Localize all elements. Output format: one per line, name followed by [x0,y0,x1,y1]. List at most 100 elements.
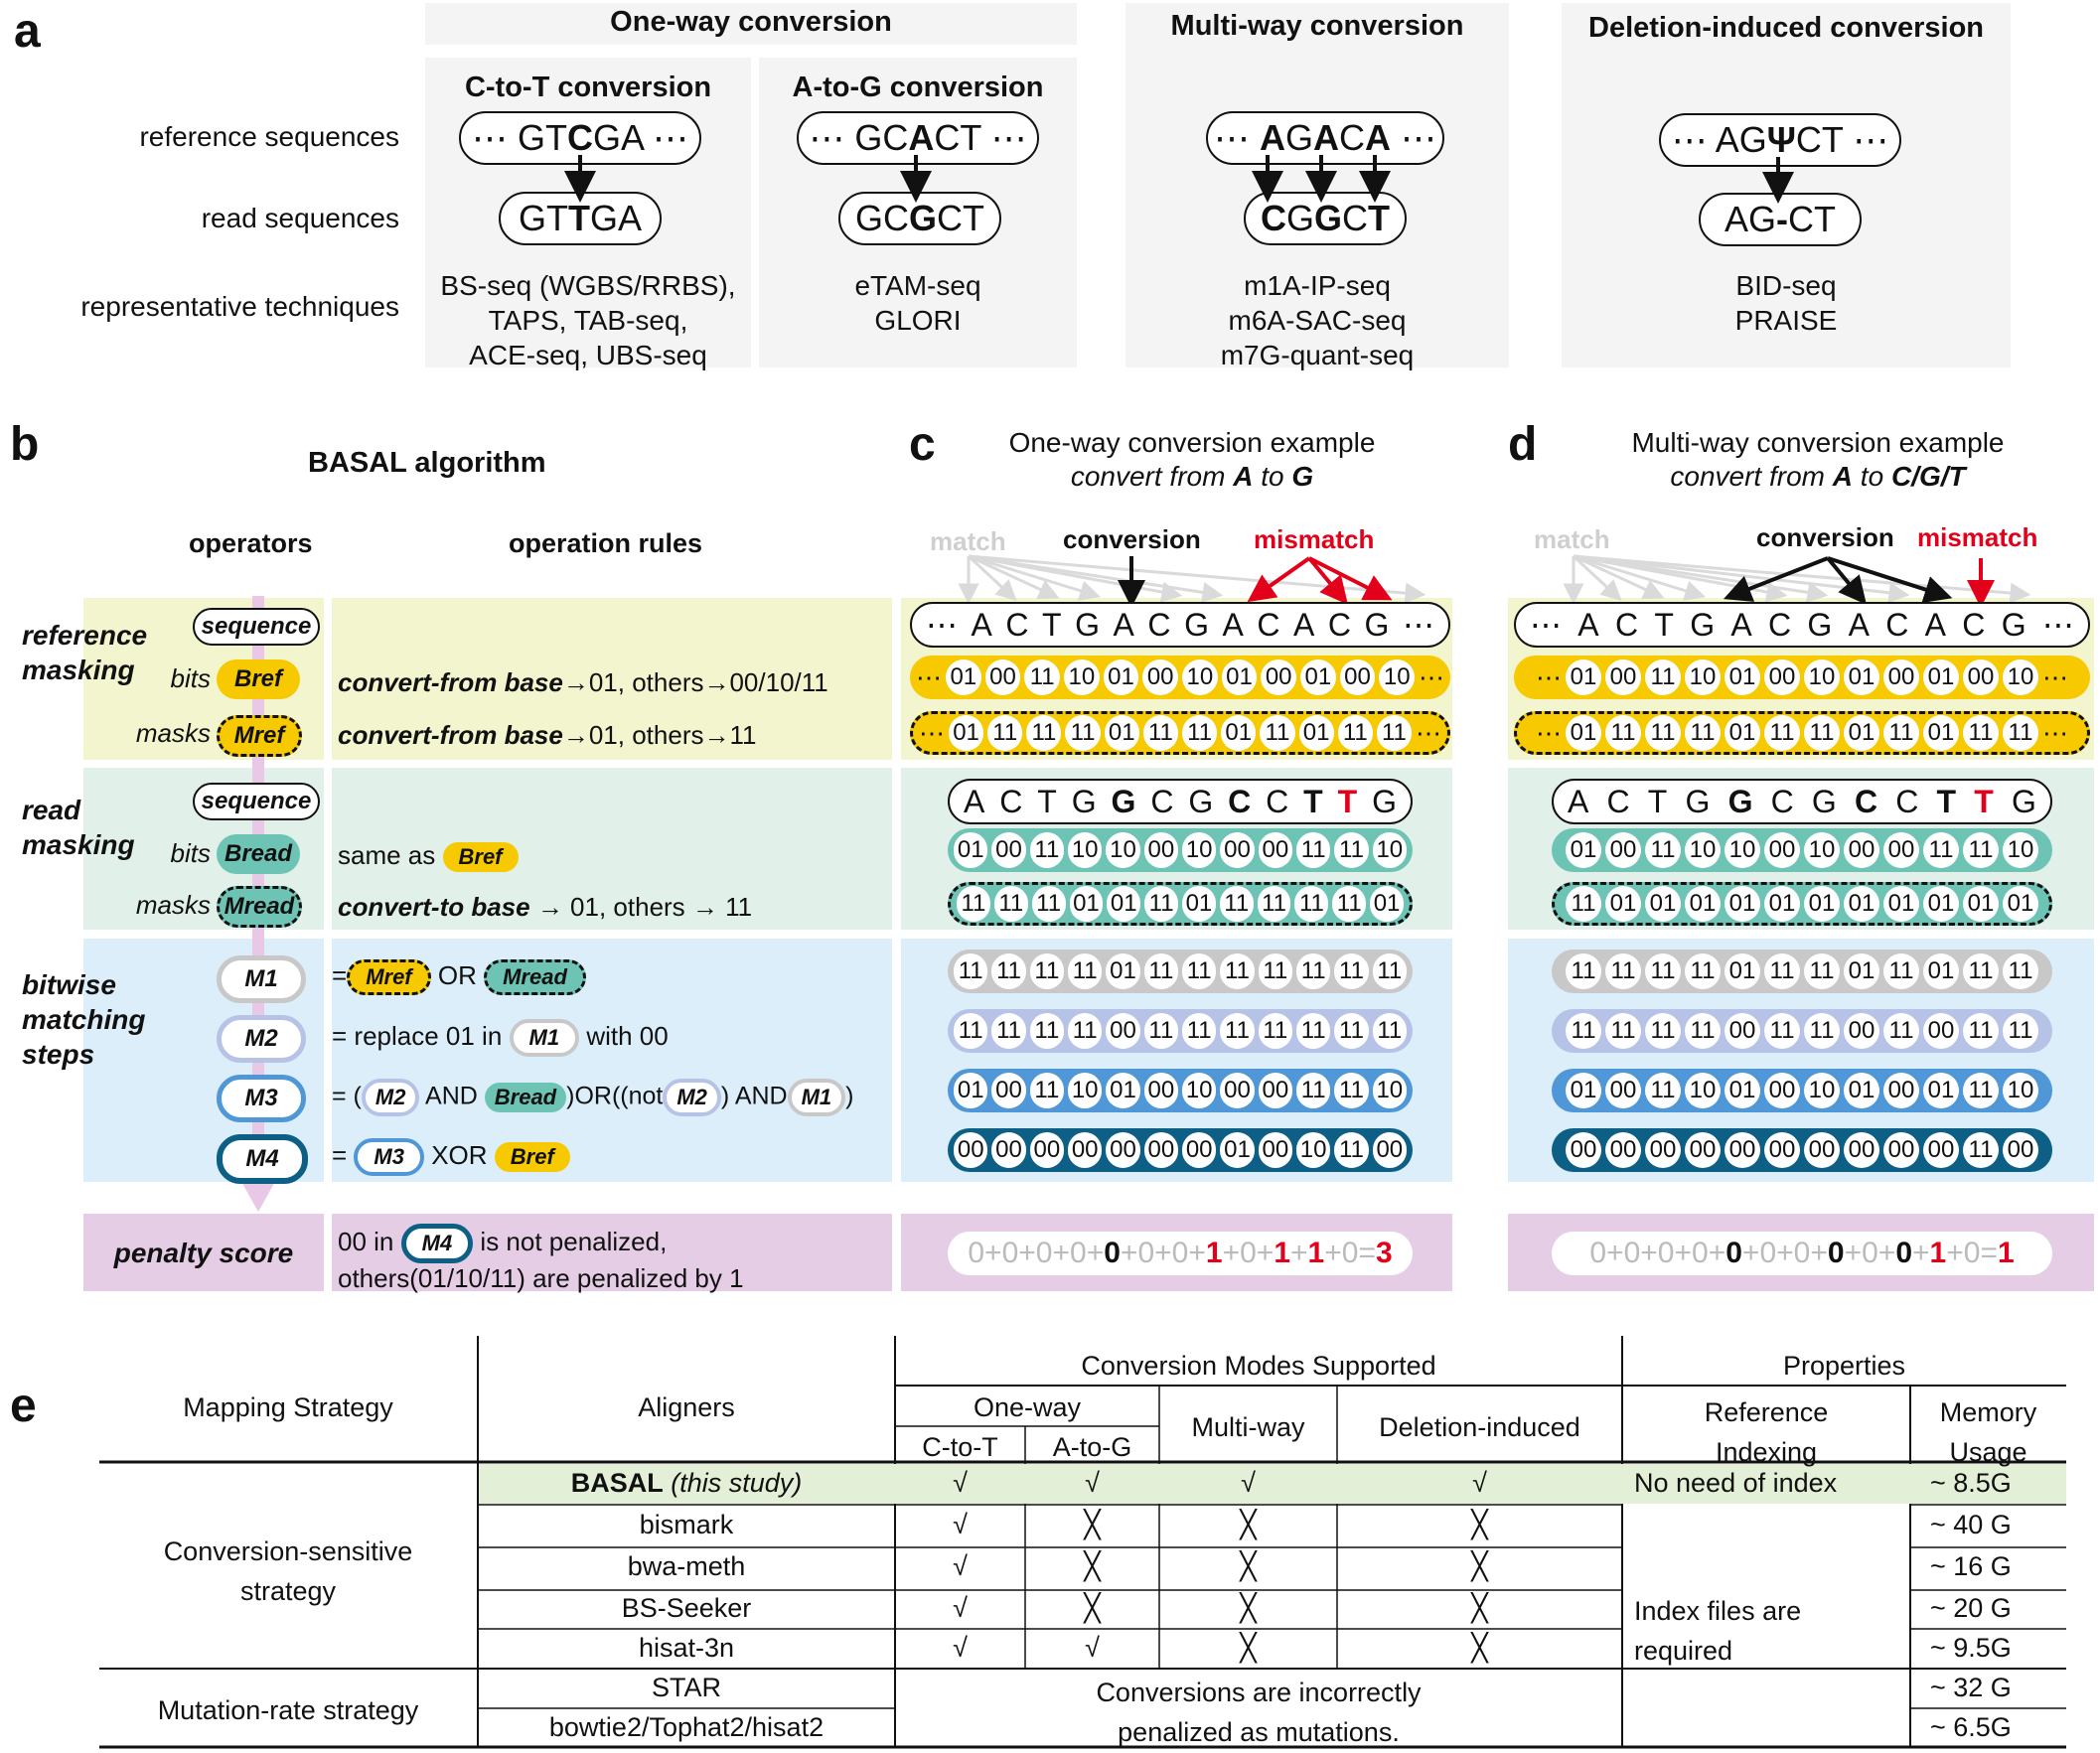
bit-cell: 11 [1605,715,1641,751]
base-letter: C [999,783,1023,819]
bit-cell: 11 [954,953,988,989]
bit-cell: 00 [1142,659,1178,695]
base-letter: G [1184,606,1209,643]
row-mem-cell: ~ 6.5G [1930,1712,2012,1742]
plus-sign: + [1776,1237,1794,1269]
panel_c-m2-row: 11 11 11 11 00 11 11 11 11 11 11 11 [948,1009,1413,1053]
score-term: 0 [1623,1237,1641,1269]
row-mem-cell: ~ 20 G [1930,1593,2012,1623]
ellipsis: ⋯ [918,717,945,748]
panel-b-letter: b [10,418,40,471]
score-term: 0 [1827,1237,1845,1269]
bit-cell: 10 [1372,1073,1407,1108]
mw-reference-sequence: ⋯ AGACA ⋯ [1206,111,1444,165]
bit-cell: 00 [1844,1013,1879,1049]
bit-cell: 11 [1142,715,1178,751]
bit-cell: 11 [1605,1013,1641,1049]
row-ct-cell: √ [953,1633,968,1663]
d-subtitle: convert from A to C/G/T [1670,461,1966,492]
bit-cell: 11 [1260,715,1295,751]
index-required: Index files are required [1634,1596,1802,1666]
row-name-cell: bwa-meth [627,1551,746,1581]
plus-sign: + [1188,1237,1206,1269]
score-term: 0 [1657,1237,1675,1269]
panel-c-letter: c [909,418,936,471]
c-title: One-way conversion example [1008,427,1376,458]
base-letter: C [1606,783,1630,819]
read-masking-label: read masking [22,795,135,860]
bit-cell: 00 [1143,1132,1178,1168]
bit-cell: 11 [1372,953,1407,989]
base-letter: T [1654,606,1674,643]
bit-cell: 00 [1143,1073,1178,1108]
bit-cell: 11 [1182,1013,1217,1049]
score-term: 0 [1035,1237,1053,1269]
bit-cell: 01 [1725,659,1760,695]
row-mw-cell: ╳ [1240,1633,1257,1663]
bit-cell: 01 [1566,1073,1601,1108]
row-ct-cell: √ [953,1510,968,1539]
bit-cell: 00 [1182,1132,1217,1168]
bit-cell: 11 [957,886,990,922]
bit-cell: 00 [1883,1132,1919,1168]
base-letter: C [1962,606,1986,643]
bit-cell: 11 [1883,1013,1919,1049]
bit-cell: 11 [1685,1013,1721,1049]
bit-cell: 00 [991,1073,1026,1108]
bit-cell: 01 [1221,659,1258,695]
bit-cell: 10 [2003,832,2038,868]
bit-cell: 00 [1605,1073,1641,1108]
row-name-cell: hisat-3n [638,1633,735,1663]
basal-row-bg [479,1464,2066,1504]
bit-cell: 01 [1605,886,1641,922]
bit-cell: 10 [1106,832,1140,868]
h-oneway: One-way [973,1392,1082,1422]
bit-cell: 00 [1106,1132,1140,1168]
bit-cell: 11 [1332,886,1367,922]
m3-op: M3 [217,1075,306,1122]
bit-cell: 11 [1923,832,1959,868]
bit-cell: 01 [1106,1073,1140,1108]
bit-cell: 00 [1372,1132,1407,1168]
plus-sign: + [1946,1237,1964,1269]
panel_d-penalty-score: 0 +0 +0 +0 +0 +0 +0 +0 +0 +0 +1 +0 = 1 [1552,1232,2052,1275]
score-term: 0 [1001,1237,1019,1269]
bit-cell: 11 [1883,715,1919,751]
bit-cell: 10 [1182,659,1218,695]
rule-bref: convert-from base→01, others→00/10/11 [338,667,828,697]
bit-cell: 11 [991,953,1026,989]
row-del-cell: ╳ [1471,1593,1488,1623]
bit-cell: 11 [1804,1013,1840,1049]
bit-cell: 01 [1844,886,1879,922]
row-name-cell: STAR [651,1673,721,1702]
bit-cell: 01 [1221,715,1257,751]
bit-cell: 00 [2003,1132,2038,1168]
plus-sign: + [1222,1237,1241,1269]
plus-sign: + [1877,1237,1896,1269]
h-ref-index: Reference Indexing [1704,1397,1829,1467]
bit-cell: 10 [1685,1073,1721,1108]
base-letter: T [1936,783,1957,819]
ellipsis: ⋯ [1416,717,1442,748]
base-letter: G [1685,783,1711,819]
ellipsis: ⋯ [915,661,942,692]
bit-cell: 00 [1844,1132,1879,1168]
bit-cell: 11 [1337,715,1373,751]
bit-cell: 11 [993,886,1028,922]
bit-cell: 11 [1645,659,1681,695]
bit-cell: 00 [1220,832,1255,868]
score-term: 1 [1274,1237,1290,1269]
score-term: 0 [1070,1237,1087,1269]
bit-cell: 11 [1143,1013,1178,1049]
rule-m3: = (M2 AND Bread)OR((not M2) AND M1) [332,1079,854,1116]
row-label-techniques: representative techniques [80,291,399,322]
row-ag-cell: √ [1085,1633,1100,1663]
bit-cell: 11 [1219,886,1254,922]
equals-sign: = [1980,1237,1998,1269]
bit-cell: 11 [1685,715,1721,751]
bitwise-label: bitwise matching steps [22,969,146,1070]
row-del-cell: √ [1472,1468,1487,1498]
base-letter: A [1924,606,1946,643]
panel-a-arrows [564,155,1794,204]
